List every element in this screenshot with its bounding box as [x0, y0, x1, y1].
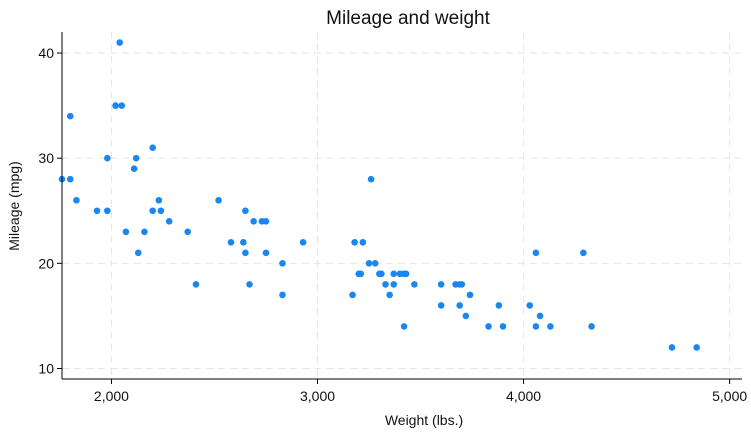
data-point [104, 154, 111, 162]
data-point [462, 312, 470, 320]
data-point [112, 102, 119, 109]
data-point [66, 112, 74, 120]
data-point [184, 228, 191, 236]
data-point [365, 260, 373, 267]
x-tick-label: 2,000 [94, 388, 129, 404]
data-point [242, 207, 249, 215]
data-point [357, 270, 365, 278]
data-point [132, 154, 140, 162]
data-point [485, 323, 492, 330]
data-point [532, 323, 540, 330]
data-point [149, 144, 156, 151]
data-point [378, 270, 385, 278]
data-point [93, 207, 101, 215]
data-point [157, 207, 165, 215]
x-tick-label: 4,000 [506, 388, 541, 404]
data-point [192, 281, 200, 288]
data-point [359, 239, 367, 246]
y-tick-label: 40 [38, 45, 54, 61]
data-point [371, 260, 379, 267]
data-point [411, 281, 418, 288]
data-point [104, 207, 111, 215]
y-tick-label: 20 [38, 255, 54, 271]
data-point [141, 228, 148, 236]
data-point [165, 217, 173, 225]
data-point [547, 323, 554, 330]
data-point [351, 239, 358, 246]
x-tick-label: 3,000 [300, 388, 335, 404]
data-point [402, 270, 410, 278]
data-point [122, 228, 130, 236]
data-point [456, 302, 463, 309]
data-point [215, 196, 222, 204]
data-point [262, 217, 270, 225]
data-point [499, 323, 507, 330]
data-point [246, 281, 253, 288]
data-point [66, 175, 74, 183]
data-point [536, 312, 544, 320]
data-point [242, 249, 249, 257]
data-point [250, 217, 257, 225]
x-axis-title: Weight (lbs.) [385, 412, 463, 428]
data-point [73, 196, 80, 204]
axis-ticks: 10 20 30 40 2,000 3,000 4,000 5,000 [38, 45, 747, 404]
data-point [390, 270, 398, 278]
data-point [532, 249, 540, 257]
data-point [580, 249, 587, 257]
data-points [58, 39, 700, 351]
data-point [390, 281, 398, 288]
data-point [400, 323, 408, 330]
data-point [437, 281, 445, 288]
data-point [134, 249, 142, 257]
data-point [668, 344, 676, 351]
y-tick-label: 10 [38, 360, 54, 376]
grid [62, 32, 742, 379]
data-point [437, 302, 445, 309]
data-point [495, 302, 503, 309]
data-point [149, 207, 156, 215]
data-point [227, 239, 235, 246]
data-point [382, 281, 389, 288]
data-point [262, 249, 270, 257]
data-point [526, 302, 534, 309]
data-point [118, 102, 126, 109]
chart-title: Mileage and weight [326, 8, 490, 29]
data-point [279, 291, 286, 299]
data-point [588, 323, 595, 330]
y-axis-title: Mileage (mpg) [6, 161, 22, 250]
data-point [299, 239, 307, 246]
y-tick-label: 30 [38, 150, 54, 166]
data-point [155, 196, 163, 204]
data-point [279, 260, 286, 267]
data-point [240, 239, 247, 246]
x-tick-label: 5,000 [712, 388, 747, 404]
data-point [386, 291, 393, 299]
data-point [116, 39, 123, 46]
data-point [458, 281, 466, 288]
data-point [349, 291, 356, 299]
data-point [693, 344, 700, 351]
data-point [130, 165, 138, 172]
data-point [367, 175, 375, 183]
data-point [466, 291, 474, 299]
